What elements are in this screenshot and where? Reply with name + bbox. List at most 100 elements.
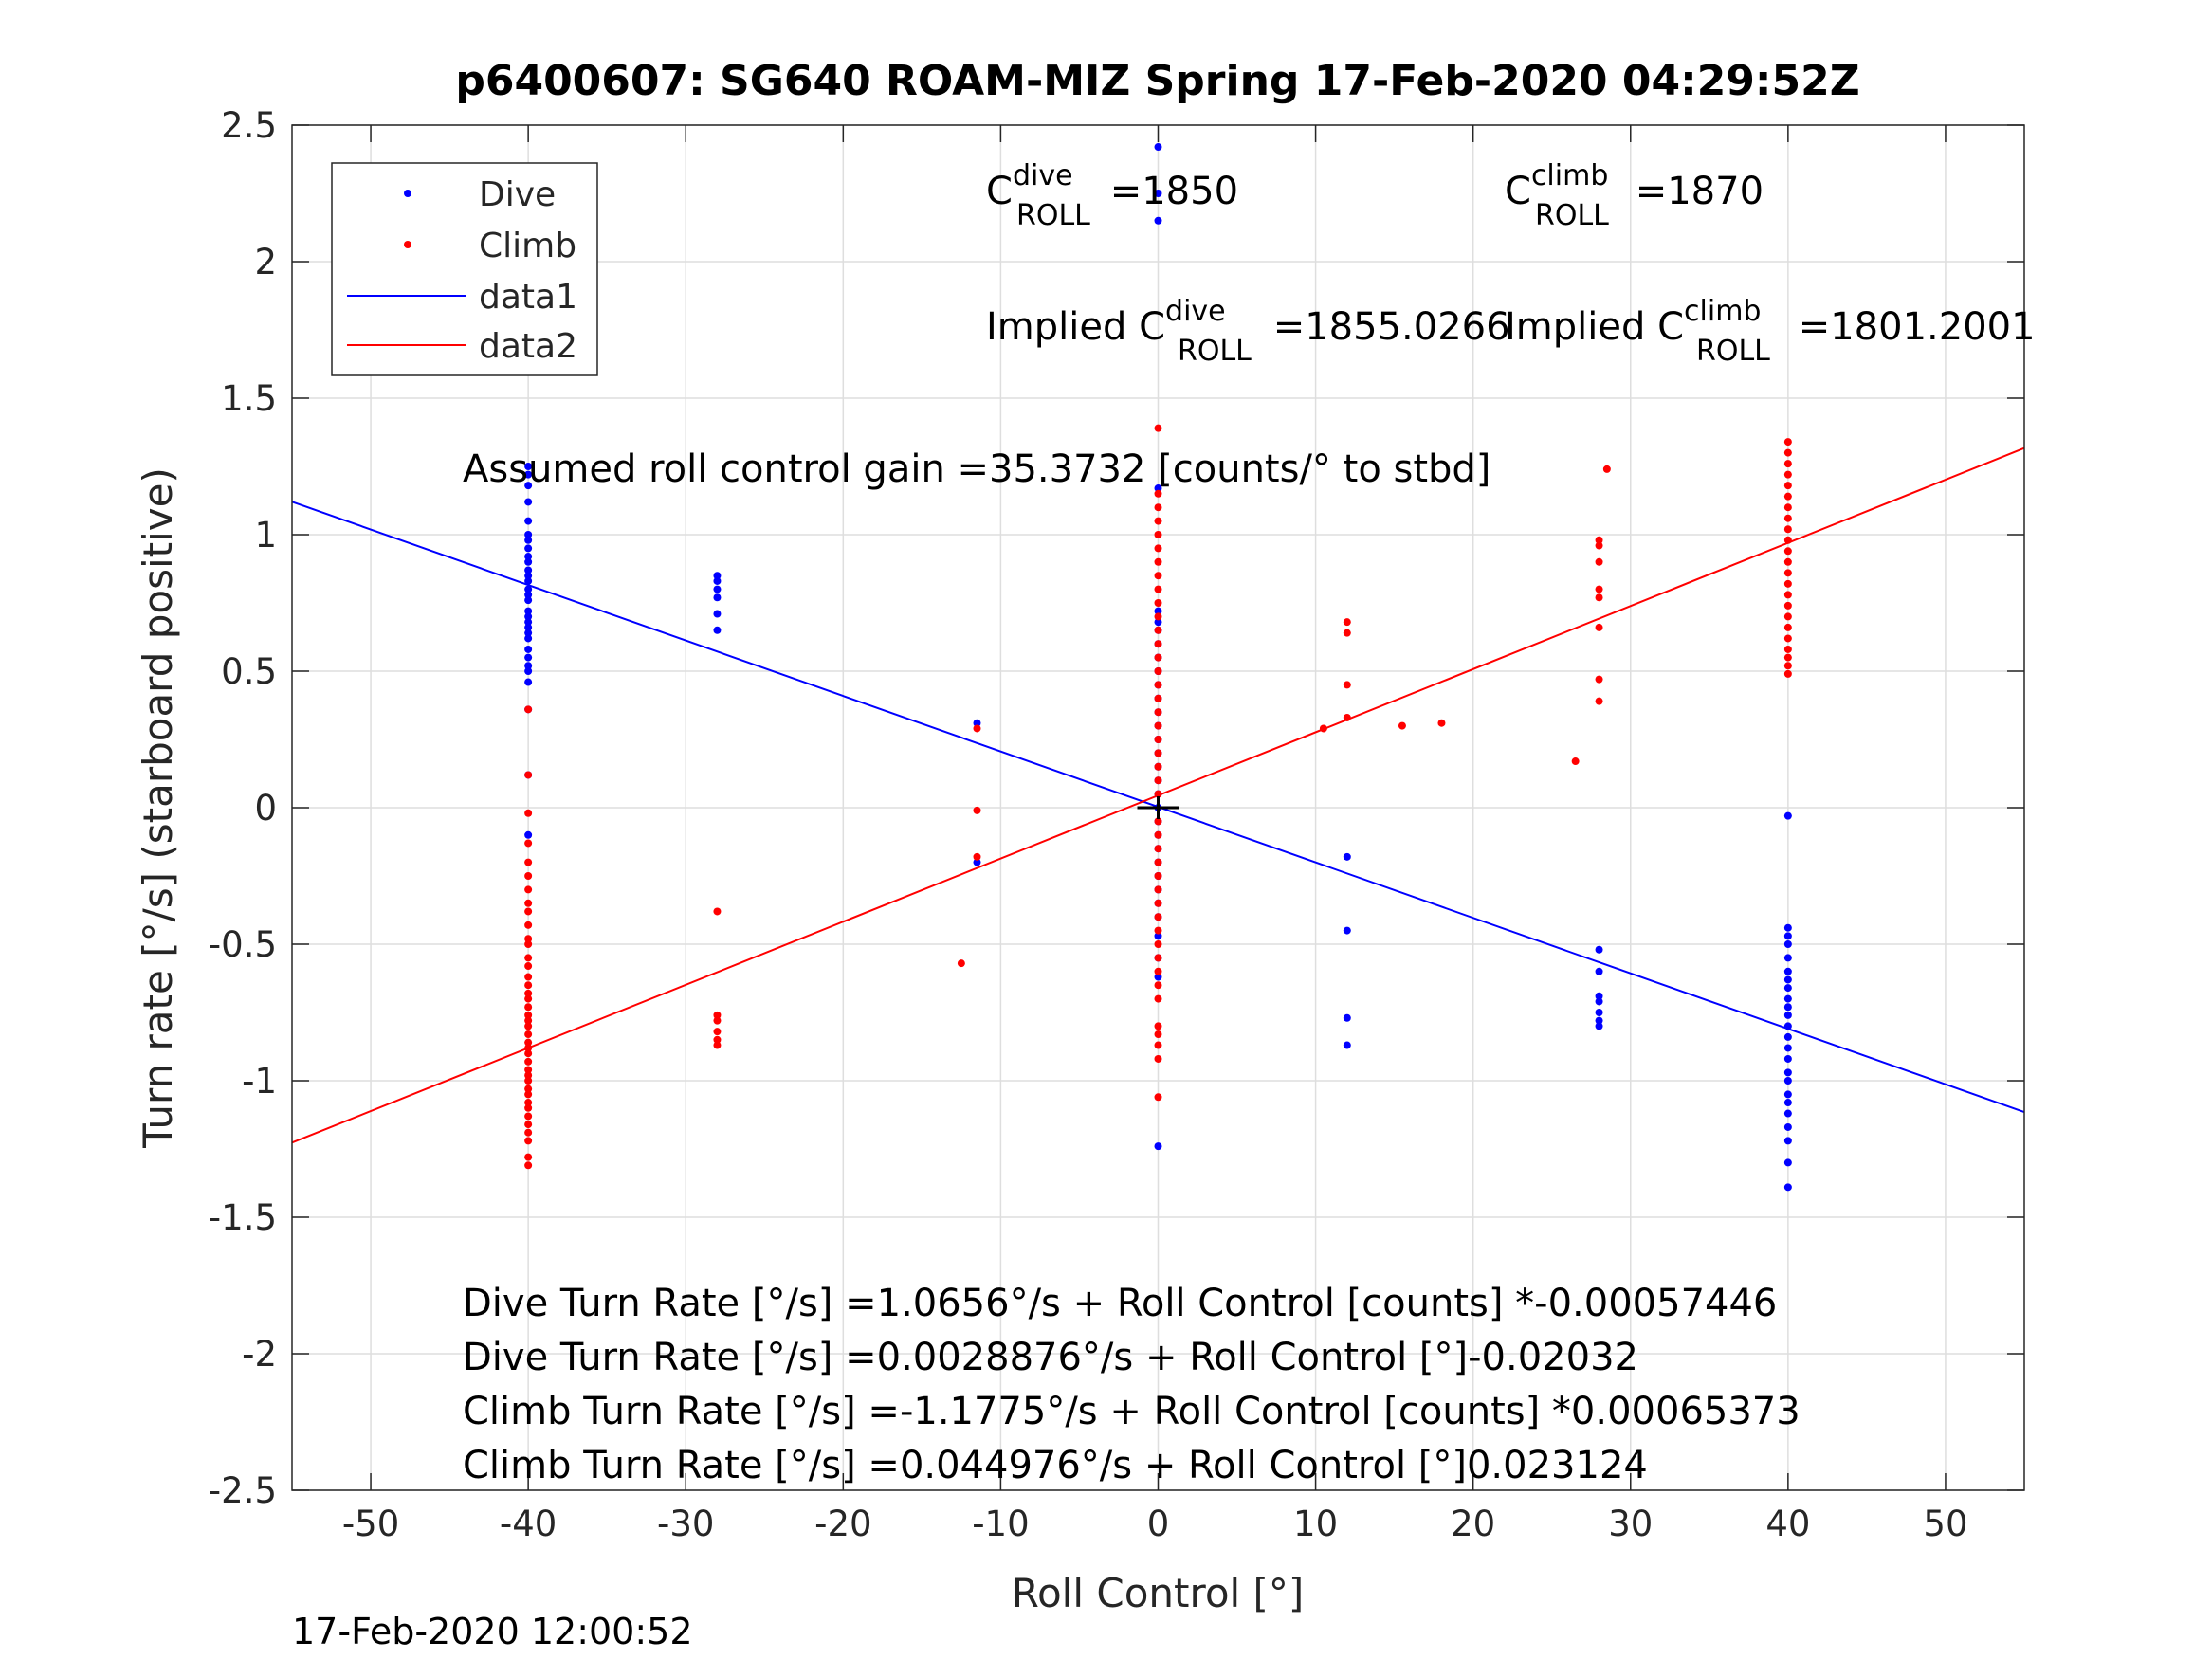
climb-point-85 (1154, 967, 1162, 975)
dive-point-68 (1154, 973, 1162, 981)
climb-point-67 (1154, 708, 1162, 717)
dive-point-38 (1154, 143, 1162, 152)
climb-point-30 (524, 1085, 533, 1093)
climb-point-41 (713, 1011, 722, 1019)
climb-point-92 (1154, 1093, 1162, 1102)
climb-point-102 (1595, 541, 1603, 550)
dive-point-79 (1595, 1016, 1603, 1025)
dive-point-9 (524, 557, 533, 566)
y-tick-label-3: -1 (242, 1061, 277, 1102)
climb-point-45 (713, 1041, 722, 1049)
dive-point-95 (1783, 1054, 1792, 1063)
dive-point-26 (524, 678, 533, 686)
climb-point-112 (1783, 460, 1792, 468)
dive-point-70 (1343, 852, 1351, 861)
implied-dive-sub: ROLL (1178, 335, 1252, 368)
implied-dive-annotation: Implied Cdive ROLL =1855.0266 (986, 295, 1510, 368)
climb-point-3 (524, 839, 533, 848)
dive-point-19 (524, 623, 533, 631)
climb-point-114 (1783, 482, 1792, 490)
y-tick-label-0: -2.5 (209, 1470, 277, 1511)
dive-point-18 (524, 618, 533, 627)
climb-point-101 (1595, 536, 1603, 544)
climb-point-89 (1154, 1030, 1162, 1039)
climb-point-98 (1398, 721, 1406, 730)
implied-dive-value: =1855.0266 (1261, 305, 1510, 349)
climb-point-126 (1783, 612, 1792, 621)
climb-point-62 (1154, 640, 1162, 648)
climb-point-15 (524, 981, 533, 990)
climb-point-31 (524, 1090, 533, 1099)
dive-point-5 (524, 531, 533, 538)
dive-point-17 (524, 612, 533, 621)
climb-point-0 (524, 705, 533, 714)
y-tick-label-2: -1.5 (209, 1197, 277, 1238)
x-tick-label-7: 20 (1451, 1504, 1495, 1544)
dive-point-86 (1783, 967, 1792, 975)
climb-point-6 (524, 885, 533, 894)
climb-point-73 (1154, 790, 1162, 798)
climb-point-20 (524, 1016, 533, 1025)
climb-point-76 (1154, 845, 1162, 853)
scatter-points (524, 143, 1792, 1192)
climb-point-59 (1154, 599, 1162, 607)
climb-point-18 (524, 1003, 533, 1012)
climb-point-113 (1783, 470, 1792, 479)
c-climb-sup: climb (1531, 159, 1608, 192)
climb-point-88 (1154, 1022, 1162, 1030)
dive-point-84 (1783, 940, 1792, 948)
dive-point-12 (524, 576, 533, 585)
legend: Dive Climb data1 data2 (331, 162, 598, 376)
climb-point-50 (1154, 424, 1162, 432)
dive-point-3 (524, 498, 533, 506)
climb-point-33 (524, 1103, 533, 1112)
y-tick-label-6: 0.5 (221, 651, 277, 692)
dive-point-41 (1154, 484, 1162, 493)
dive-point-104 (1783, 1183, 1792, 1192)
climb-point-105 (1595, 593, 1603, 602)
climb-point-16 (524, 989, 533, 997)
climb-point-34 (524, 1112, 533, 1121)
climb-point-39 (524, 1161, 533, 1170)
x-tick-label-9: 40 (1765, 1504, 1810, 1544)
c-climb-annotation: Cclimb ROLL =1870 (1505, 159, 1764, 232)
climb-point-8 (524, 907, 533, 916)
fit-line-2: Dive Turn Rate [°/s] =0.0028876°/s + Rol… (463, 1336, 1638, 1379)
climb-point-127 (1783, 623, 1792, 631)
legend-data1-label: data1 (479, 278, 577, 317)
climb-point-7 (524, 899, 533, 907)
climb-point-48 (973, 806, 981, 814)
y-tick-label-10: 2.5 (221, 105, 277, 146)
climb-point-32 (524, 1099, 533, 1107)
climb-point-64 (1154, 667, 1162, 675)
climb-point-22 (524, 1030, 533, 1039)
climb-point-87 (1154, 994, 1162, 1003)
dive-point-15 (524, 596, 533, 605)
dive-point-80 (1595, 1022, 1603, 1030)
legend-box (331, 162, 598, 376)
x-tick-label-4: -10 (972, 1504, 1029, 1544)
legend-data2-label: data2 (479, 327, 577, 366)
legend-climb-marker (404, 241, 411, 248)
climb-point-65 (1154, 681, 1162, 689)
axes: -50 -40 -30 -20 -10 0 10 20 30 40 50-2.5-2-1.5-1-0… (209, 105, 2025, 1544)
climb-point-123 (1783, 579, 1792, 588)
climb-point-53 (1154, 517, 1162, 525)
climb-point-44 (713, 1035, 722, 1044)
climb-point-72 (1154, 776, 1162, 785)
climb-point-46 (957, 959, 965, 968)
dive-point-93 (1783, 1032, 1792, 1041)
dive-point-69 (1154, 1142, 1162, 1151)
climb-point-58 (1154, 585, 1162, 593)
climb-point-115 (1783, 492, 1792, 501)
origin-marker (1137, 796, 1179, 819)
dive-point-82 (1783, 923, 1792, 932)
dive-point-30 (713, 572, 722, 580)
dive-point-31 (713, 576, 722, 585)
climb-point-121 (1783, 557, 1792, 566)
climb-point-57 (1154, 572, 1162, 580)
climb-point-83 (1154, 940, 1162, 948)
climb-point-117 (1783, 514, 1792, 522)
dive-point-11 (524, 572, 533, 580)
